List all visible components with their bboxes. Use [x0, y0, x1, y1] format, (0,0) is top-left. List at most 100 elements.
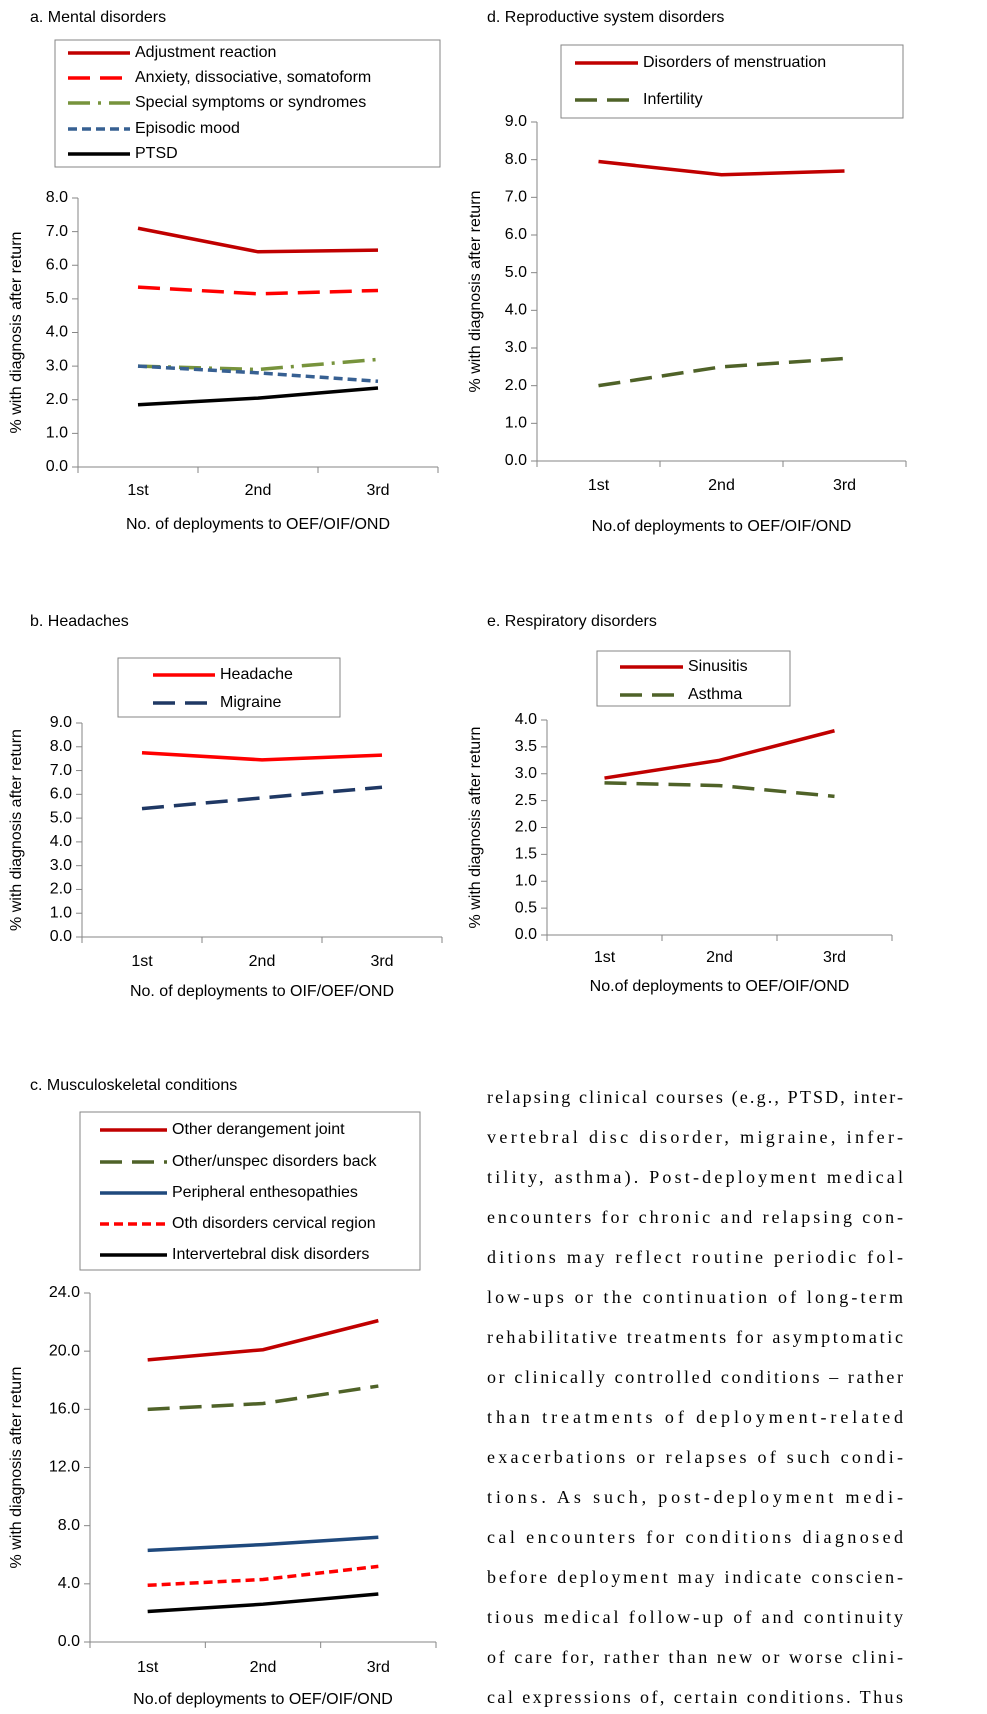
- x-tick-label: 1st: [588, 477, 610, 494]
- text-line: tious medical follow-up of and continuit…: [487, 1607, 903, 1627]
- y-axis-title: % with diagnosis after return: [8, 1367, 25, 1569]
- y-tick-label: 4.0: [46, 324, 68, 341]
- legend-label: Headache: [220, 666, 293, 683]
- x-tick-label: 1st: [131, 953, 153, 970]
- chart-title: a. Mental disorders: [30, 9, 166, 26]
- x-tick-label: 3rd: [367, 1659, 390, 1676]
- series-line: [147, 1318, 379, 1362]
- y-axis-title: % with diagnosis after return: [467, 191, 484, 393]
- x-tick-label: 2nd: [708, 477, 735, 494]
- y-axis-title: % with diagnosis after return: [8, 232, 25, 434]
- y-tick-label: 4.0: [58, 1575, 80, 1592]
- legend-label: Peripheral enthesopathies: [172, 1184, 358, 1201]
- y-tick-label: 7.0: [46, 223, 68, 240]
- series-line: [141, 785, 383, 811]
- series-line: [137, 226, 379, 254]
- y-tick-label: 2.5: [515, 792, 537, 809]
- x-axis-title: No. of deployments to OIF/OEF/OND: [130, 983, 394, 1000]
- y-tick-label: 8.0: [58, 1517, 80, 1534]
- text-line: than treatments of deployment-related: [487, 1407, 903, 1427]
- text-line: ditions may reflect routine periodic fol…: [487, 1247, 903, 1267]
- text-line: relapsing clinical courses (e.g., PTSD, …: [487, 1087, 903, 1108]
- x-tick-label: 1st: [594, 949, 616, 966]
- y-tick-label: 0.0: [58, 1633, 80, 1650]
- text-line: of care for, rather than new or worse cl…: [487, 1647, 903, 1667]
- legend-label: Anxiety, dissociative, somatoform: [135, 69, 371, 86]
- series-line: [604, 729, 835, 780]
- y-tick-label: 1.0: [46, 425, 68, 442]
- legend-label: PTSD: [135, 145, 178, 162]
- chart-title: e. Respiratory disorders: [487, 613, 657, 630]
- chart-title: c. Musculoskeletal conditions: [30, 1077, 237, 1094]
- text-line: vertebral disc disorder, migraine, infer…: [487, 1127, 903, 1147]
- y-tick-label: 5.0: [50, 809, 72, 826]
- body-text: relapsing clinical courses (e.g., PTSD, …: [487, 1087, 903, 1707]
- x-tick-label: 2nd: [706, 949, 733, 966]
- y-tick-label: 9.0: [505, 113, 527, 130]
- y-tick-label: 6.0: [50, 786, 72, 803]
- y-tick-label: 0.5: [515, 899, 537, 916]
- text-line: exacerbations or relapses of such condi-: [487, 1447, 903, 1467]
- series-line: [137, 386, 379, 407]
- y-tick-label: 1.0: [515, 872, 537, 889]
- text-line: rehabilitative treatments for asymptomat…: [487, 1327, 903, 1347]
- y-tick-label: 8.0: [46, 189, 68, 206]
- series-line: [147, 1535, 379, 1553]
- y-tick-label: 24.0: [49, 1284, 80, 1301]
- y-tick-label: 16.0: [49, 1401, 80, 1418]
- y-tick-label: 0.0: [505, 452, 527, 469]
- y-tick-label: 3.5: [515, 738, 537, 755]
- y-axis-title: % with diagnosis after return: [8, 729, 25, 931]
- legend-label: Special symptoms or syndromes: [135, 94, 366, 111]
- y-tick-label: 20.0: [49, 1342, 80, 1359]
- y-tick-label: 2.0: [515, 819, 537, 836]
- legend-label: Other/unspec disorders back: [172, 1153, 378, 1170]
- x-tick-label: 3rd: [366, 482, 389, 499]
- series-line: [147, 1592, 379, 1614]
- legend-label: Asthma: [688, 686, 742, 703]
- y-tick-label: 0.0: [515, 926, 537, 943]
- text-line: encounters for chronic and relapsing con…: [487, 1207, 903, 1227]
- y-tick-label: 6.0: [46, 256, 68, 273]
- x-tick-label: 2nd: [249, 953, 276, 970]
- legend-label: Infertility: [643, 91, 703, 108]
- legend-label: Sinusitis: [688, 658, 748, 675]
- legend-box: [560, 44, 904, 119]
- y-tick-label: 12.0: [49, 1459, 80, 1476]
- y-tick-label: 3.0: [505, 339, 527, 356]
- series-line: [141, 750, 383, 762]
- x-axis-title: No.of deployments to OEF/OIF/OND: [590, 978, 850, 995]
- y-tick-label: 2.0: [46, 391, 68, 408]
- legend-box: [79, 1111, 421, 1271]
- text-line: before deployment may indicate conscien-: [487, 1567, 903, 1587]
- y-tick-label: 2.0: [50, 881, 72, 898]
- y-tick-label: 4.0: [505, 302, 527, 319]
- x-tick-label: 3rd: [833, 477, 856, 494]
- chart-title: d. Reproductive system disorders: [487, 9, 724, 26]
- x-tick-label: 2nd: [250, 1659, 277, 1676]
- x-tick-label: 2nd: [245, 482, 272, 499]
- x-axis-title: No.of deployments to OEF/OIF/OND: [133, 1691, 393, 1708]
- x-axis-title: No. of deployments to OEF/OIF/OND: [126, 516, 390, 533]
- legend-label: Intervertebral disk disorders: [172, 1246, 369, 1263]
- series-line: [137, 285, 379, 296]
- legend-label: Migraine: [220, 694, 281, 711]
- series-line: [147, 1384, 379, 1412]
- y-tick-label: 8.0: [50, 738, 72, 755]
- y-tick-label: 6.0: [505, 226, 527, 243]
- text-line: low-ups or the continuation of long-term: [487, 1287, 903, 1307]
- text-line: cal encounters for conditions diagnosed: [487, 1527, 903, 1547]
- legend-label: Other derangement joint: [172, 1121, 345, 1138]
- legend-box: [117, 657, 341, 718]
- y-tick-label: 7.0: [50, 762, 72, 779]
- x-tick-label: 3rd: [823, 949, 846, 966]
- legend-box: [596, 650, 791, 707]
- text-line: cal expressions of, certain conditions. …: [487, 1687, 903, 1707]
- x-tick-label: 1st: [137, 1659, 159, 1676]
- chart-panel: b. Headaches 0.0 1.0 2.0 3.0 4.0 5.0 6.0 7.0 8.0 9…: [8, 613, 443, 1000]
- chart-panel: e. Respiratory disorders 0.0 0.5 1.0 1.5 2.0 2…: [467, 613, 893, 995]
- x-tick-label: 1st: [127, 482, 149, 499]
- y-tick-label: 3.0: [50, 857, 72, 874]
